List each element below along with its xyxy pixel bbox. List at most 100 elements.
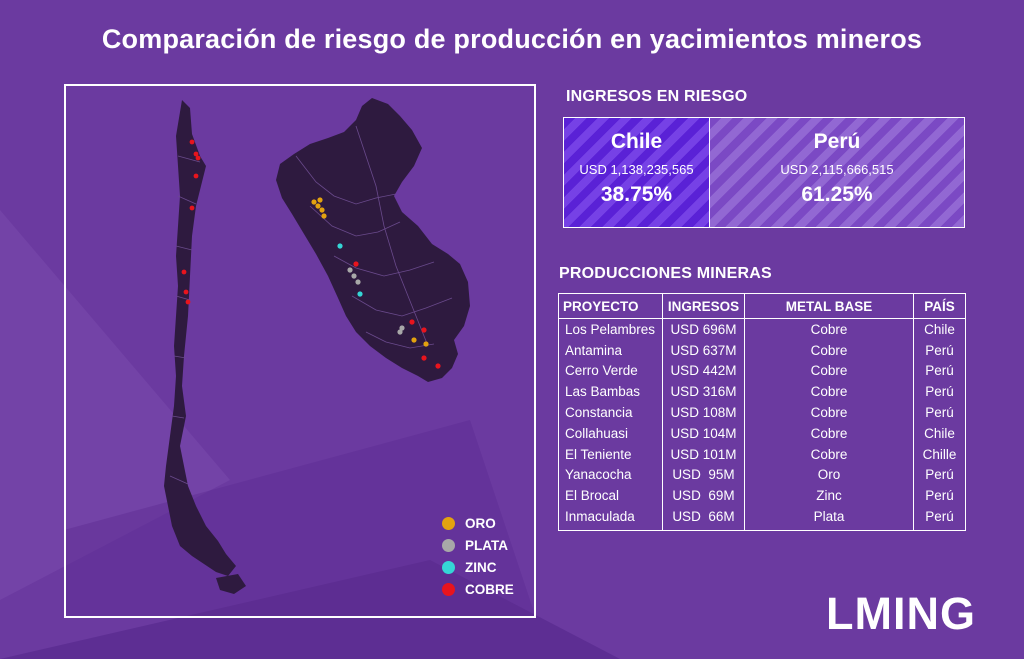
risk-heading: INGRESOS EN RIESGO	[566, 88, 748, 105]
table-row: Collahuasi USD 104M Cobre Chile	[558, 422, 966, 444]
map-frame: ORO PLATA ZINC COBRE	[64, 84, 536, 618]
table-row: Yanacocha USD 95M Oro Perú	[558, 464, 966, 486]
risk-chile-cell: Chile USD 1,138,235,565 38.75%	[564, 118, 710, 227]
column-header: METAL BASE	[743, 293, 915, 319]
plata-marker	[397, 329, 403, 335]
plata-marker	[355, 279, 361, 285]
revenue-cell: USD 66M	[661, 506, 745, 531]
metal-cell: Zinc	[743, 485, 915, 507]
risk-country: Chile	[610, 130, 663, 153]
zinc-marker	[357, 291, 363, 297]
cobre-marker	[189, 139, 195, 145]
country-cell: Chile	[913, 318, 966, 340]
oro-marker	[321, 213, 327, 219]
legend-item-plata: PLATA	[442, 534, 514, 556]
revenue-cell: USD 637M	[661, 339, 745, 361]
peru-land	[276, 98, 470, 382]
column-header: PAÍS	[913, 293, 966, 319]
table-row: Constancia USD 108M Cobre Perú	[558, 402, 966, 423]
plata-marker	[351, 273, 357, 279]
table-row: Antamina USD 637M Cobre Perú	[558, 339, 966, 361]
cobre-marker	[353, 261, 359, 267]
metal-cell: Cobre	[743, 360, 915, 382]
country-cell: Perú	[913, 402, 966, 423]
column-header: PROYECTO	[558, 293, 663, 319]
oro-marker	[317, 197, 323, 203]
project-cell: El Brocal	[558, 485, 663, 507]
project-cell: Constancia	[558, 402, 663, 423]
cobre-marker	[195, 155, 201, 161]
cobre-marker	[409, 319, 415, 325]
metal-cell: Cobre	[743, 339, 915, 361]
country-cell: Perú	[913, 360, 966, 382]
country-cell: Perú	[913, 381, 966, 403]
country-cell: Perú	[913, 339, 966, 361]
risk-peru-cell: Perú USD 2,115,666,515 61.25%	[710, 118, 964, 227]
risk-comparison: Chile USD 1,138,235,565 38.75% Perú USD …	[563, 117, 965, 228]
cobre-marker	[421, 355, 427, 361]
project-cell: El Teniente	[558, 443, 663, 465]
mining-map	[164, 98, 470, 594]
revenue-cell: USD 95M	[661, 464, 745, 486]
table-header-row: PROYECTO INGRESOS METAL BASE PAÍS	[558, 293, 966, 319]
plata-dot-icon	[442, 538, 455, 552]
cobre-marker	[435, 363, 441, 369]
country-cell: Chile	[913, 422, 966, 444]
plata-marker	[399, 325, 405, 331]
revenue-cell: USD 104M	[661, 422, 745, 444]
legend-label: PLATA	[465, 537, 508, 553]
oro-marker	[319, 207, 325, 213]
country-cell: Perú	[913, 464, 966, 486]
project-cell: Los Pelambres	[558, 318, 663, 340]
tierra-del-fuego	[216, 574, 246, 594]
project-cell: Cerro Verde	[558, 360, 663, 382]
cobre-marker	[183, 289, 189, 295]
project-cell: Yanacocha	[558, 464, 663, 486]
metal-cell: Cobre	[743, 422, 915, 444]
project-cell: Inmaculada	[558, 506, 663, 531]
country-cell: Perú	[913, 506, 966, 531]
legend-item-oro: ORO	[442, 512, 514, 534]
oro-marker	[315, 203, 321, 209]
revenue-cell: USD 101M	[661, 443, 745, 465]
metal-cell: Oro	[743, 464, 915, 486]
project-cell: Collahuasi	[558, 422, 663, 444]
country-cell: Chille	[913, 443, 966, 465]
cobre-marker	[189, 205, 195, 211]
risk-amount: USD 1,138,235,565	[579, 162, 694, 177]
risk-amount: USD 2,115,666,515	[780, 162, 894, 177]
revenue-cell: USD 69M	[661, 485, 745, 507]
zinc-marker	[337, 243, 343, 249]
oro-marker	[311, 199, 317, 205]
legend-label: ORO	[465, 515, 496, 531]
table-row: Los Pelambres USD 696M Cobre Chile	[558, 318, 966, 340]
oro-dot-icon	[442, 516, 455, 530]
table-row: Cerro Verde USD 442M Cobre Perú	[558, 360, 966, 382]
risk-percent: 38.75%	[600, 183, 673, 206]
page-title: Comparación de riesgo de producción en y…	[101, 24, 923, 54]
lming-logo: LMING	[826, 588, 976, 639]
risk-percent: 61.25%	[801, 183, 873, 206]
cobre-marker	[421, 327, 427, 333]
cobre-marker	[193, 173, 199, 179]
cobre-dot-icon	[442, 582, 455, 596]
table-row: El Brocal USD 69M Zinc Perú	[558, 485, 966, 507]
metal-cell: Cobre	[743, 443, 915, 465]
production-heading: PRODUCCIONES MINERAS	[559, 265, 772, 282]
revenue-cell: USD 696M	[661, 318, 745, 340]
table-row: El Teniente USD 101M Cobre Chille	[558, 443, 966, 465]
oro-marker	[411, 337, 417, 343]
metal-cell: Cobre	[743, 318, 915, 340]
cobre-marker	[181, 269, 187, 275]
metal-cell: Cobre	[743, 402, 915, 423]
peru-regions	[295, 125, 453, 349]
revenue-cell: USD 316M	[661, 381, 745, 403]
cobre-marker	[185, 299, 191, 305]
country-cell: Perú	[913, 485, 966, 507]
revenue-cell: USD 442M	[661, 360, 745, 382]
legend-label: ZINC	[465, 559, 497, 575]
oro-marker	[423, 341, 429, 347]
map-legend: ORO PLATA ZINC COBRE	[442, 512, 514, 600]
column-header: INGRESOS	[661, 293, 745, 319]
mine-markers	[181, 139, 441, 369]
